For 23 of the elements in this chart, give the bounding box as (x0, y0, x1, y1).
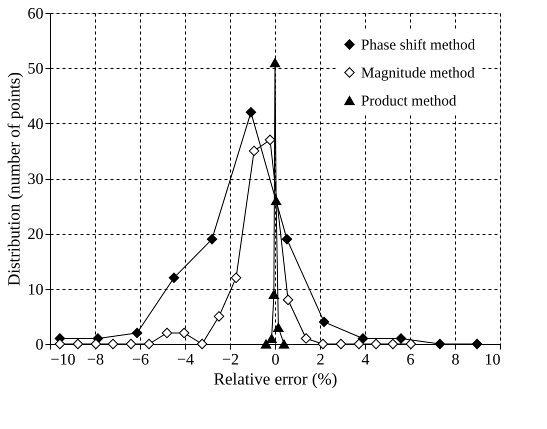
y-tick-label: 10 (28, 281, 44, 298)
x-tick-label: −10 (50, 352, 76, 368)
x-tick-label: 6 (406, 352, 414, 368)
legend-label: Product method (361, 94, 457, 110)
x-tick-label: −4 (176, 352, 194, 368)
y-tick-label: 0 (36, 336, 44, 354)
x-tick-label: 0 (272, 352, 280, 368)
y-tick-label: 30 (28, 171, 44, 188)
y-tick-label: 20 (28, 226, 44, 244)
x-tick-label: 8 (452, 352, 460, 368)
x-tick-label: 4 (362, 352, 370, 368)
y-tick-label: 40 (28, 116, 44, 133)
x-tick-label: −8 (86, 352, 104, 368)
x-tick-label: −2 (222, 352, 240, 368)
x-axis-title: Relative error (%) (214, 370, 338, 388)
x-tick-label: −6 (132, 352, 150, 368)
x-tick-label: 2 (316, 352, 324, 368)
legend-label: Phase shift method (361, 38, 476, 54)
y-tick-label: 50 (28, 60, 44, 78)
x-tick-label: 10 (484, 352, 500, 368)
y-axis-title: Distribution (number of points) (4, 72, 24, 286)
y-tick-label: 60 (28, 6, 44, 22)
legend-label: Magnitude method (361, 66, 476, 82)
